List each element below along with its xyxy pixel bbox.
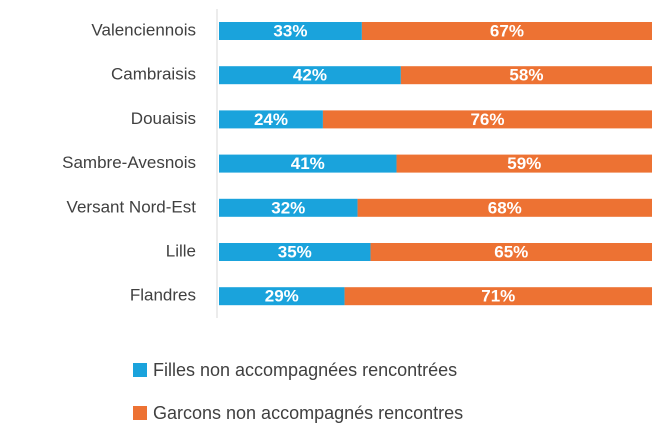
bar-segment <box>400 66 652 85</box>
value-label: 29% <box>265 287 299 306</box>
category-label: Versant Nord-Est <box>67 197 197 216</box>
value-label: 24% <box>254 110 288 129</box>
value-label: 59% <box>507 154 541 173</box>
bar-segment <box>219 243 371 261</box>
legend-swatch <box>133 363 147 377</box>
value-label: 41% <box>291 154 325 173</box>
category-label: Flandres <box>130 286 196 305</box>
legend-swatch <box>133 406 147 420</box>
bar-segment <box>322 110 652 129</box>
category-label: Cambraisis <box>111 65 196 84</box>
bar-segment <box>370 243 652 261</box>
value-label: 76% <box>470 110 504 129</box>
bar-segment <box>219 110 323 129</box>
value-label: 58% <box>509 66 543 85</box>
value-label: 33% <box>273 21 307 40</box>
value-label: 42% <box>293 66 327 85</box>
value-label: 65% <box>494 242 528 261</box>
bar-segment <box>396 154 652 173</box>
value-label: 32% <box>271 198 305 217</box>
legend-label: Filles non accompagnées rencontrées <box>153 360 457 380</box>
bar-segment <box>219 198 358 217</box>
value-label: 68% <box>488 198 522 217</box>
value-label: 35% <box>278 242 312 261</box>
value-label: 71% <box>481 287 515 306</box>
category-label: Valenciennois <box>91 20 196 39</box>
bar-segment <box>361 22 652 40</box>
bar-segment <box>219 287 345 306</box>
category-label: Sambre-Avesnois <box>62 153 196 172</box>
bar-segment <box>344 287 652 306</box>
value-label: 67% <box>490 21 524 40</box>
category-label: Douaisis <box>131 109 196 128</box>
bar-segment <box>219 66 401 85</box>
bar-segment <box>219 154 397 173</box>
legend-label: Garcons non accompagnés rencontres <box>153 403 463 423</box>
bar-segment <box>357 198 652 217</box>
category-label: Lille <box>166 241 196 260</box>
bar-segment <box>219 22 362 40</box>
